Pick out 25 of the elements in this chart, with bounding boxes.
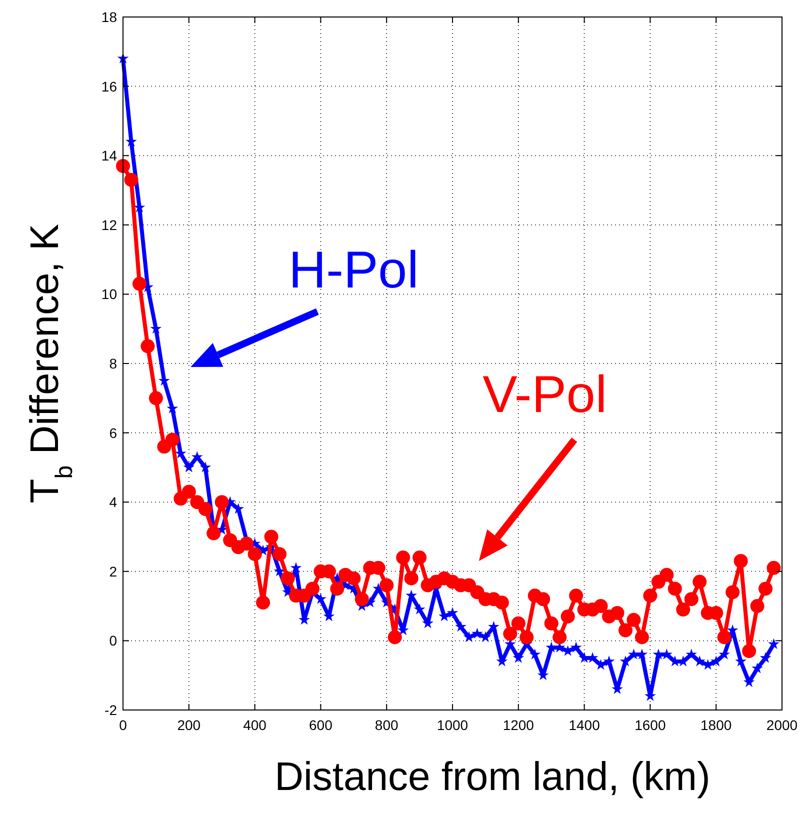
y-tick-label: 16 bbox=[101, 78, 118, 94]
y-tick-label: -2 bbox=[104, 702, 118, 718]
x-tick-label: 1000 bbox=[436, 717, 468, 733]
y-tick-label: 6 bbox=[109, 424, 118, 441]
x-tick-label: 200 bbox=[177, 717, 201, 733]
y-tick-label: 18 bbox=[101, 9, 118, 25]
x-tick-label: 0 bbox=[119, 717, 128, 733]
y-tick-label: 0 bbox=[109, 632, 118, 649]
y-tick-label: 4 bbox=[109, 494, 118, 510]
x-axis-title: Distance from land, (km) bbox=[274, 755, 710, 799]
x-tick-label: 1800 bbox=[700, 717, 732, 733]
y-tick-label: 10 bbox=[101, 286, 118, 302]
x-tick-label: 1600 bbox=[634, 717, 666, 733]
y-tick-label: 2 bbox=[109, 563, 118, 580]
x-tick-label: 1400 bbox=[568, 717, 600, 733]
text: V-Pol bbox=[482, 366, 607, 424]
y-tick-label: 8 bbox=[109, 356, 118, 372]
y-tick-label: 12 bbox=[101, 216, 118, 233]
y-tick-label: 14 bbox=[101, 148, 118, 164]
x-tick-label: 800 bbox=[374, 717, 398, 733]
x-tick-label: 600 bbox=[309, 717, 333, 733]
text: H-Pol bbox=[288, 241, 419, 300]
x-tick-label: 1200 bbox=[502, 717, 534, 733]
x-tick-label: 2000 bbox=[766, 717, 798, 733]
x-tick-label: 400 bbox=[243, 717, 267, 733]
